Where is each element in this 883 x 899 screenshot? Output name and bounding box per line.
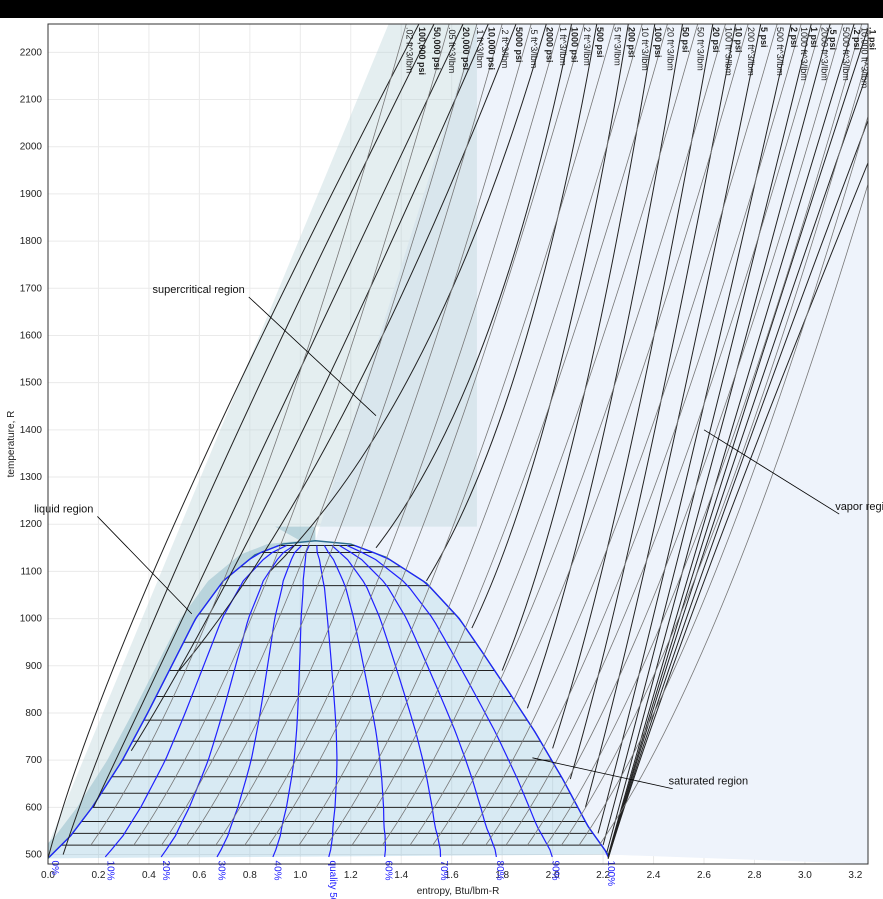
top-scale-label: 10,000 psi [486,27,496,70]
top-scale-label: .05 ft^3/lbm [447,27,457,73]
top-scale-label: 2000 ft^3/lbm [819,27,829,81]
svg-text:1000: 1000 [20,614,43,625]
top-scale-label: 500 psi [595,27,605,58]
svg-text:2.8: 2.8 [748,870,762,881]
top-scale-label: .02 ft^3/lbm [404,27,414,73]
top-scale-label: 100 psi [653,27,663,58]
top-scale-label: 50,000 psi [432,27,442,70]
svg-text:1200: 1200 [20,519,43,530]
top-scale-label: 10 ft^3/lbm [640,27,650,71]
y-axis-label: temperature, R [6,411,17,478]
svg-text:1300: 1300 [20,472,43,483]
svg-text:1.0: 1.0 [293,870,307,881]
svg-text:1800: 1800 [20,236,43,247]
top-scale-label: 10 psi [734,27,744,53]
top-scale-label: 1000 ft^3/lbm [799,27,809,81]
svg-text:800: 800 [25,708,42,719]
svg-text:2000: 2000 [20,142,43,153]
top-scale-label: 2 ft^3/lbm [582,27,592,66]
top-black-bar [0,0,883,18]
svg-text:900: 900 [25,661,42,672]
svg-text:0.6: 0.6 [192,870,206,881]
top-scale-label: .2 ft^3/lbm [500,27,510,68]
top-scale-label: 5 psi [759,27,769,48]
ts-diagram: 0.00.20.40.60.81.01.21.41.61.82.02.22.42… [0,0,883,899]
svg-text:2.6: 2.6 [697,870,711,881]
top-scale-label: 200 ft^3/lbm [746,27,756,76]
top-scale-label: 100 ft^3/lbm [723,27,733,76]
svg-text:1100: 1100 [20,566,42,577]
svg-text:1500: 1500 [20,378,43,389]
quality-label: 0% [49,861,60,876]
top-scale-label: .1 ft^3/lbm [475,27,485,68]
svg-text:0.8: 0.8 [243,870,257,881]
region-label: liquid region [34,503,93,515]
region-fills [33,24,868,864]
svg-text:0.2: 0.2 [92,870,106,881]
top-scale-label: .5 psi [828,27,838,50]
svg-text:1600: 1600 [20,330,43,341]
top-scale-label: 500 ft^3/lbm [775,27,785,76]
top-scale-label: 20 ft^3/lbm [665,27,675,71]
top-scale-label: 2 psi [789,27,799,48]
svg-text:1700: 1700 [20,283,43,294]
svg-text:1400: 1400 [20,425,43,436]
x-axis-label: entropy, Btu/lbm-R [417,886,500,897]
region-label: saturated region [669,776,749,788]
top-scale-label: .1 psi [867,27,877,50]
region-label: vapor region [835,501,883,513]
svg-text:3.0: 3.0 [798,870,812,881]
svg-text:1900: 1900 [20,189,43,200]
svg-text:3.2: 3.2 [848,870,862,881]
top-scale-label: 5000 ft^3/lbm [841,27,851,81]
top-scale-label: 20,000 psi [461,27,471,70]
top-scale-label: .5 ft^3/lbm [529,27,539,68]
top-scale-label: 100,000 psi [417,27,427,75]
svg-text:2.4: 2.4 [647,870,661,881]
top-scale-label: 5000 psi [514,27,524,63]
top-scale-label: 2000 psi [544,27,554,63]
region-label: supercritical region [152,284,244,296]
top-scale-label: 20 psi [711,27,721,53]
svg-text:600: 600 [25,802,42,813]
top-scale-label: 200 psi [626,27,636,58]
top-scale-label: 5 ft^3/lbm [612,27,622,66]
top-scale-label: 50 ft^3/lbm [696,27,706,71]
top-scale-label: 1000 psi [570,27,580,63]
top-scale-label: 1 psi [809,27,819,48]
svg-text:500: 500 [25,850,42,861]
svg-text:2100: 2100 [20,95,43,106]
top-scale-label: 50 psi [681,27,691,53]
svg-text:1.4: 1.4 [394,870,408,881]
top-scale-label: 1 ft^3/lbm [558,27,568,66]
svg-text:0.4: 0.4 [142,870,156,881]
quality-label: quality 50% [327,861,338,899]
svg-text:2200: 2200 [20,47,43,58]
svg-text:1.2: 1.2 [344,870,358,881]
svg-text:700: 700 [25,755,42,766]
